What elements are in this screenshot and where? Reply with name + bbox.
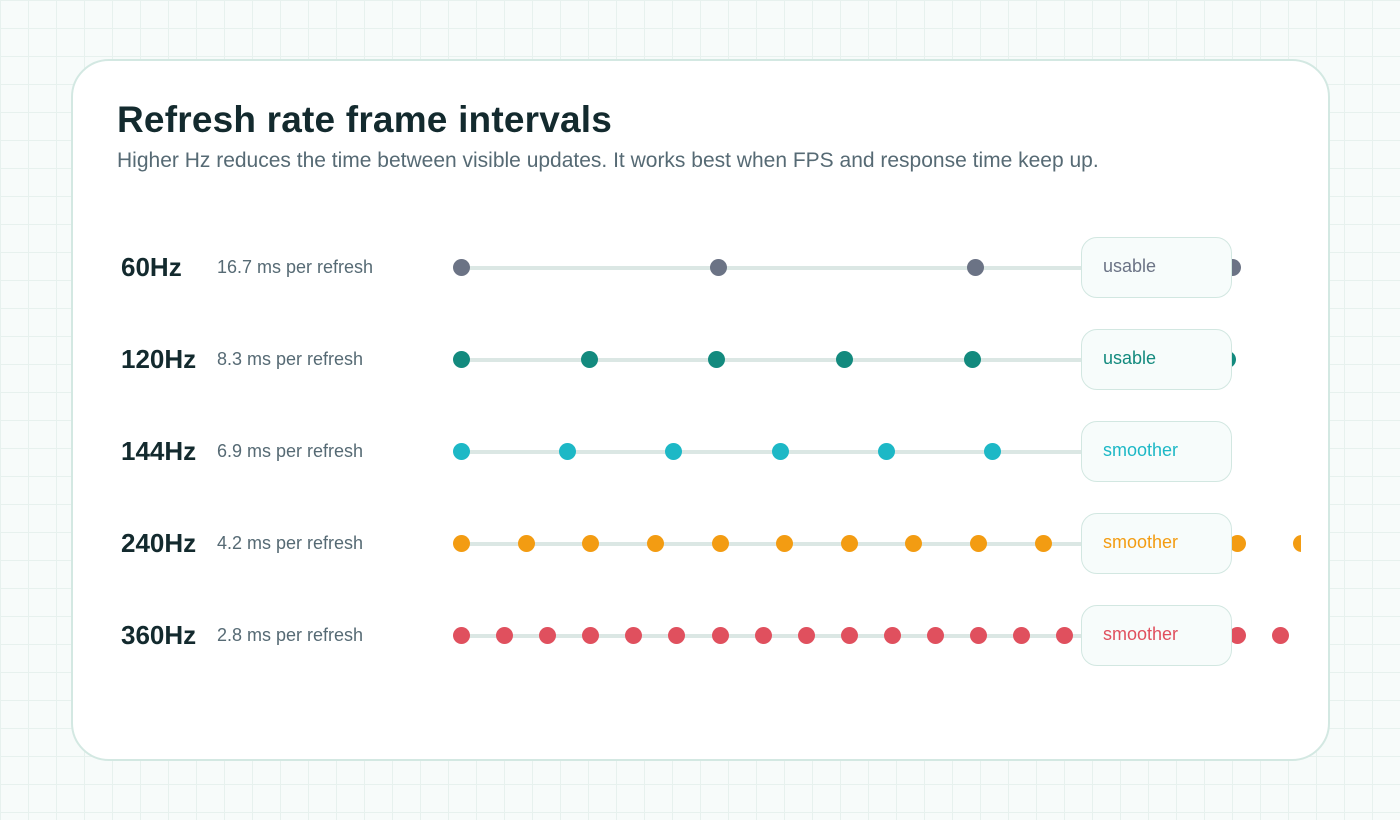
refresh-tick-dot — [711, 627, 729, 644]
refresh-tick-dot — [877, 443, 895, 460]
refresh-tick-dot — [1293, 535, 1301, 552]
timeline-track — [453, 450, 1083, 454]
refresh-tick-dot — [1228, 535, 1246, 552]
frame-timeline — [453, 256, 1301, 280]
refresh-tick-dot — [711, 535, 729, 552]
page-title: Refresh rate frame intervals — [117, 99, 613, 140]
refresh-tick-dot — [539, 627, 557, 644]
status-badge: usable — [1081, 329, 1232, 390]
refresh-tick-dot — [559, 443, 577, 460]
refresh-tick-dot — [983, 443, 1001, 460]
refresh-tick-dot — [1056, 627, 1074, 644]
refresh-tick-dot — [1228, 627, 1246, 644]
refresh-rate-label: 60Hz — [121, 252, 182, 282]
timeline-track — [453, 266, 1083, 270]
refresh-tick-dot — [836, 351, 854, 368]
refresh-row-144hz: 144Hz 6.9 ms per refresh smoother — [73, 421, 1332, 483]
refresh-tick-dot — [496, 627, 514, 644]
page-subtitle: Higher Hz reduces the time between visib… — [117, 149, 1099, 172]
refresh-tick-dot — [710, 259, 727, 276]
refresh-tick-dot — [771, 443, 789, 460]
refresh-rate-label: 360Hz — [121, 620, 197, 650]
refresh-tick-dot — [883, 627, 901, 644]
refresh-tick-dot — [582, 535, 600, 552]
refresh-tick-dot — [905, 535, 923, 552]
refresh-tick-dot — [970, 627, 988, 644]
refresh-tick-dot — [1013, 627, 1031, 644]
refresh-tick-dot — [708, 351, 726, 368]
interval-label: 2.8 ms per refresh — [217, 625, 364, 645]
status-badge: usable — [1081, 237, 1232, 298]
refresh-tick-dot — [840, 627, 858, 644]
interval-label: 8.3 ms per refresh — [217, 349, 364, 369]
interval-label: 16.7 ms per refresh — [217, 257, 374, 277]
refresh-tick-dot — [668, 627, 686, 644]
refresh-tick-dot — [797, 627, 815, 644]
refresh-tick-dot — [625, 627, 643, 644]
refresh-tick-dot — [453, 351, 470, 368]
timeline-track — [453, 542, 1083, 546]
refresh-tick-dot — [580, 351, 598, 368]
refresh-tick-dot — [926, 627, 944, 644]
refresh-tick-dot — [665, 443, 683, 460]
status-badge: smoother — [1081, 421, 1232, 482]
refresh-tick-dot — [453, 535, 470, 552]
refresh-tick-dot — [970, 535, 988, 552]
refresh-row-240hz: 240Hz 4.2 ms per refresh smoother — [73, 513, 1332, 575]
chart-card: Refresh rate frame intervals Higher Hz r… — [71, 59, 1330, 761]
timeline-track — [453, 358, 1083, 362]
refresh-tick-dot — [754, 627, 772, 644]
refresh-tick-dot — [776, 535, 794, 552]
refresh-rate-label: 120Hz — [121, 344, 197, 374]
refresh-tick-dot — [453, 443, 470, 460]
refresh-tick-dot — [582, 627, 600, 644]
refresh-tick-dot — [646, 535, 664, 552]
refresh-tick-dot — [1271, 627, 1289, 644]
refresh-tick-dot — [1034, 535, 1052, 552]
refresh-row-360hz: 360Hz 2.8 ms per refresh smoother — [73, 605, 1332, 667]
status-badge: smoother — [1081, 605, 1232, 666]
refresh-row-120hz: 120Hz 8.3 ms per refresh usable — [73, 329, 1332, 391]
interval-label: 6.9 ms per refresh — [217, 441, 364, 461]
refresh-tick-dot — [517, 535, 535, 552]
refresh-rate-label: 240Hz — [121, 528, 197, 558]
refresh-row-60hz: 60Hz 16.7 ms per refresh usable — [73, 237, 1332, 299]
refresh-tick-dot — [453, 627, 470, 644]
status-badge: smoother — [1081, 513, 1232, 574]
refresh-rate-label: 144Hz — [121, 436, 197, 466]
refresh-tick-dot — [453, 259, 470, 276]
interval-label: 4.2 ms per refresh — [217, 533, 364, 553]
refresh-tick-dot — [963, 351, 981, 368]
refresh-tick-dot — [840, 535, 858, 552]
refresh-tick-dot — [967, 259, 984, 276]
